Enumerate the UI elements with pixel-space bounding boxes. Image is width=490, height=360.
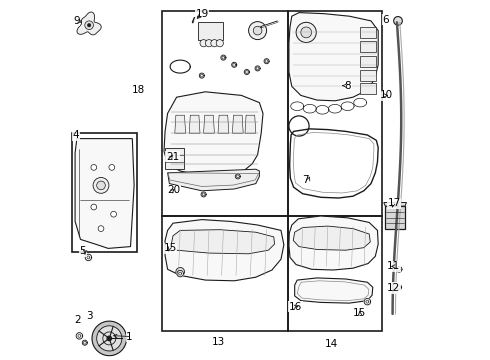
Polygon shape [218, 115, 229, 133]
Polygon shape [235, 174, 240, 179]
Polygon shape [97, 326, 122, 351]
Bar [385, 206, 405, 230]
Polygon shape [168, 169, 259, 191]
Bar [288, 216, 382, 331]
Polygon shape [204, 115, 215, 133]
Polygon shape [177, 270, 183, 277]
Bar [198, 22, 223, 40]
Polygon shape [396, 266, 402, 272]
Text: 8: 8 [344, 81, 351, 91]
Circle shape [91, 165, 97, 170]
Polygon shape [384, 202, 407, 206]
Polygon shape [165, 220, 284, 281]
Polygon shape [189, 115, 200, 133]
Circle shape [111, 211, 117, 217]
Text: 10: 10 [379, 90, 392, 100]
Circle shape [87, 23, 91, 27]
Bar [360, 27, 376, 38]
Polygon shape [232, 115, 243, 133]
Polygon shape [289, 216, 378, 270]
Bar [72, 133, 137, 252]
Polygon shape [221, 55, 226, 60]
Polygon shape [245, 69, 249, 75]
Bar [360, 56, 376, 67]
Circle shape [200, 40, 207, 47]
Circle shape [253, 26, 262, 35]
Polygon shape [199, 73, 204, 78]
Circle shape [205, 40, 213, 47]
Polygon shape [75, 139, 134, 248]
Polygon shape [293, 226, 370, 250]
Text: 4: 4 [73, 130, 79, 140]
Bar [162, 11, 288, 216]
Circle shape [97, 181, 105, 190]
Circle shape [85, 21, 94, 30]
Bar [288, 11, 382, 216]
Text: 15: 15 [352, 308, 366, 318]
Circle shape [93, 177, 109, 193]
Polygon shape [76, 333, 83, 339]
Polygon shape [264, 59, 269, 64]
Polygon shape [201, 192, 206, 197]
Text: 18: 18 [132, 85, 145, 95]
Circle shape [109, 165, 115, 170]
Text: 13: 13 [211, 337, 224, 347]
Polygon shape [92, 321, 126, 356]
Polygon shape [294, 278, 373, 303]
Bar [360, 41, 376, 52]
Text: 9: 9 [73, 16, 79, 26]
Circle shape [211, 40, 218, 47]
Circle shape [296, 22, 316, 42]
Bar [165, 148, 184, 169]
Circle shape [91, 204, 97, 210]
Text: 5: 5 [79, 246, 86, 256]
Text: 1: 1 [126, 332, 133, 342]
Circle shape [98, 226, 104, 231]
Text: 16: 16 [289, 302, 302, 312]
Polygon shape [82, 340, 87, 345]
Text: 3: 3 [87, 311, 93, 321]
Polygon shape [232, 62, 237, 67]
Polygon shape [175, 115, 186, 133]
Polygon shape [289, 13, 378, 101]
Text: 17: 17 [388, 198, 401, 208]
Circle shape [216, 40, 223, 47]
Text: 11: 11 [387, 261, 400, 271]
Polygon shape [245, 115, 256, 133]
Circle shape [176, 267, 185, 276]
Circle shape [248, 22, 267, 40]
Text: 19: 19 [196, 9, 209, 19]
Text: 15: 15 [164, 243, 177, 253]
Text: 20: 20 [168, 185, 181, 195]
Polygon shape [364, 298, 370, 305]
Polygon shape [171, 230, 274, 254]
Bar [360, 70, 376, 81]
Text: 14: 14 [325, 339, 338, 349]
Circle shape [301, 27, 312, 38]
Polygon shape [255, 66, 260, 71]
Bar [162, 216, 288, 331]
Text: 2: 2 [74, 315, 81, 325]
Polygon shape [396, 285, 402, 290]
Polygon shape [77, 12, 101, 35]
Text: 6: 6 [383, 15, 389, 25]
Polygon shape [85, 254, 92, 261]
Text: 7: 7 [303, 175, 309, 185]
Text: 12: 12 [387, 283, 400, 293]
Bar [360, 83, 376, 94]
Circle shape [393, 17, 402, 25]
Polygon shape [164, 92, 263, 176]
Polygon shape [106, 336, 112, 341]
Text: 21: 21 [166, 152, 179, 162]
